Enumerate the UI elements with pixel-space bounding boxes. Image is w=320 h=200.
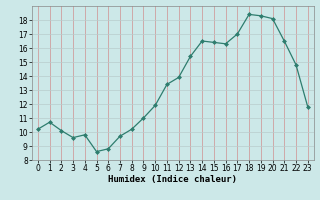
X-axis label: Humidex (Indice chaleur): Humidex (Indice chaleur) [108,175,237,184]
